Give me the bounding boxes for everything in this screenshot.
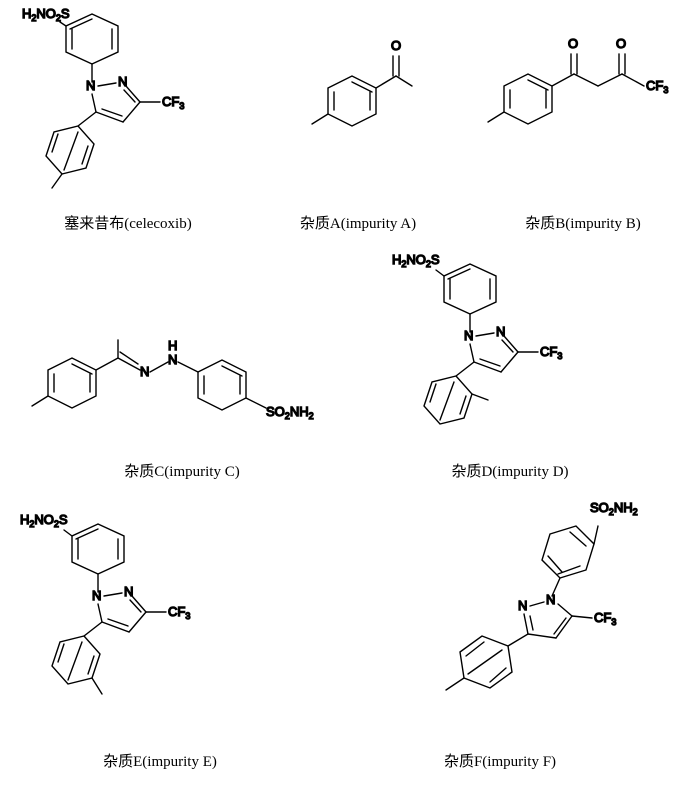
- label-celecoxib: 塞来昔布(celecoxib): [38, 212, 218, 233]
- label-impurity-c: 杂质C(impurity C): [92, 460, 272, 481]
- sulfonamide-text: SO2NH2: [590, 500, 638, 517]
- svg-text:O: O: [568, 36, 578, 51]
- svg-text:H2NO2S: H2NO2S: [392, 252, 440, 269]
- sulfonamide-text: H2NO2S: [22, 6, 70, 23]
- svg-text:N: N: [464, 328, 473, 343]
- structure-impurity-e: H2NO2S N N CF3: [20, 510, 250, 720]
- svg-text:CF3: CF3: [594, 610, 616, 627]
- structure-impurity-b: O O CF3: [468, 24, 688, 154]
- svg-text:N: N: [86, 78, 95, 93]
- svg-text:N: N: [518, 598, 527, 613]
- label-impurity-e: 杂质E(impurity E): [70, 750, 250, 771]
- label-impurity-d: 杂质D(impurity D): [420, 460, 600, 481]
- chemistry-figure: H2NO2S N N CF3: [0, 0, 700, 792]
- label-impurity-f: 杂质F(impurity F): [410, 750, 590, 771]
- svg-text:N: N: [92, 588, 101, 603]
- structure-celecoxib: H2NO2S N N CF3: [22, 4, 242, 194]
- svg-text:CF3: CF3: [540, 344, 562, 361]
- oxygen-text: O: [391, 38, 401, 53]
- structure-impurity-f: SO2NH2 N N CF3: [380, 496, 670, 726]
- svg-text:O: O: [616, 36, 626, 51]
- svg-text:N: N: [546, 592, 555, 607]
- label-impurity-a: 杂质A(impurity A): [268, 212, 448, 233]
- sulfonamide-text: SO2NH2: [266, 404, 314, 421]
- svg-text:H: H: [168, 338, 177, 353]
- svg-text:N: N: [168, 352, 177, 367]
- label-impurity-b: 杂质B(impurity B): [488, 212, 678, 233]
- svg-text:CF3: CF3: [168, 604, 190, 621]
- structure-impurity-a: O: [278, 30, 428, 150]
- cf3-text: CF3: [646, 78, 668, 95]
- cf3-text: CF3: [162, 94, 184, 111]
- svg-text:H2NO2S: H2NO2S: [20, 512, 68, 529]
- svg-text:N: N: [140, 364, 149, 379]
- structure-impurity-c: N N H SO2NH2: [14, 292, 334, 442]
- structure-impurity-d: H2NO2S N N CF3: [392, 250, 622, 450]
